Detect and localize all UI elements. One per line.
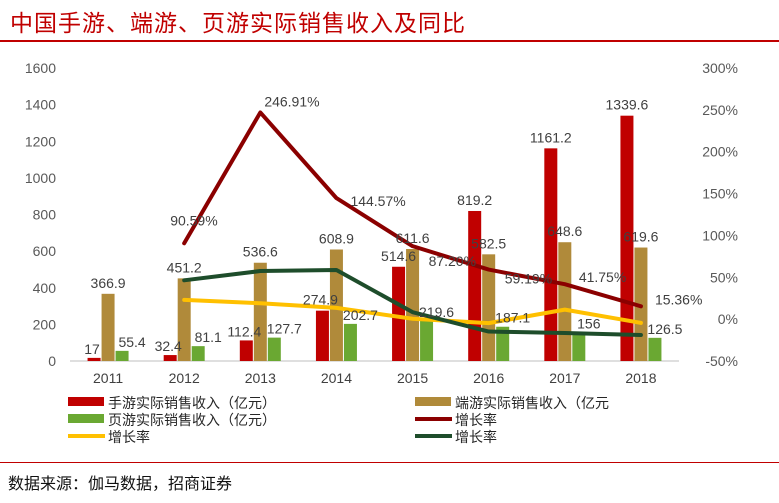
y-right-tick-label: 250% (702, 102, 738, 118)
bar-series-3 (191, 346, 205, 361)
combo-bar-line-chart: 0 200 400 600 800 1000 1200 1400 1600 -50% 0% 50% 10… (25, 60, 738, 445)
growth-data-label: 15.36% (655, 291, 702, 307)
growth-data-label: 87.20% (429, 253, 476, 269)
bar-series-2 (406, 249, 420, 361)
bar-series-3 (343, 323, 357, 361)
x-tick-label: 2012 (169, 370, 200, 386)
bar-data-label: 1161.2 (530, 129, 572, 145)
bar-data-label: 608.9 (319, 230, 354, 246)
bar-data-label: 81.1 (195, 329, 222, 345)
y-left-tick-label: 0 (48, 353, 56, 369)
x-tick-label: 2016 (473, 370, 504, 386)
x-tick-label: 2017 (549, 370, 580, 386)
bar-data-label: 611.6 (396, 230, 430, 246)
lines-layer (182, 110, 643, 337)
bar-data-label: 619.6 (623, 229, 658, 245)
bar-data-label: 55.4 (118, 334, 145, 350)
growth-data-label: 144.57% (350, 193, 405, 209)
axes-layer: 0 200 400 600 800 1000 1200 1400 1600 -50% 0% 50% 10… (25, 60, 738, 386)
bar-series-1 (163, 355, 177, 361)
data-labels-layer: 17 32.4 112.4 274.9 514.6 819.2 1161.2 1339.6 36… (84, 93, 702, 356)
bar-data-label: 202.7 (343, 307, 378, 323)
source-divider (0, 462, 779, 463)
bar-data-label: 156 (577, 315, 601, 331)
growth-data-label: 90.59% (170, 212, 217, 228)
y-right-tick-label: 100% (702, 227, 738, 243)
legend-label: 增长率 (108, 429, 150, 445)
y-right-tick-label: 50% (710, 269, 738, 285)
legend-swatch (68, 414, 104, 423)
y-left-tick-label: 400 (33, 280, 57, 296)
bar-data-label: 187.1 (495, 310, 530, 326)
line-series-1 (182, 110, 643, 309)
bar-data-label: 17 (84, 341, 100, 357)
bar-data-label: 112.4 (227, 323, 261, 339)
y-left-tick-label: 200 (33, 316, 57, 332)
bar-series-3 (572, 332, 586, 361)
bar-data-label: 648.6 (547, 223, 582, 239)
bar-series-2 (482, 254, 496, 361)
source-note: 数据来源：伽马数据，招商证券 (8, 474, 233, 493)
title-divider (0, 40, 779, 42)
bar-data-label: 219.6 (419, 304, 454, 320)
chart-title: 中国手游、端游、页游实际销售收入及同比 (10, 11, 466, 37)
legend-label: 页游实际销售收入（亿元） (108, 412, 276, 428)
bar-data-label: 582.5 (471, 235, 506, 251)
legend-label: 增长率 (455, 429, 497, 445)
bar-series-1 (315, 310, 329, 361)
legend-swatch (68, 397, 104, 406)
bar-data-label: 274.9 (303, 292, 338, 308)
y-left-tick-label: 800 (33, 207, 57, 223)
y-right-tick-label: -50% (705, 353, 738, 369)
y-right-tick-label: 200% (702, 144, 738, 160)
legend-swatch (415, 397, 451, 406)
bar-series-1 (87, 357, 101, 361)
legend-label: 手游实际销售收入（亿元） (108, 395, 276, 411)
bar-series-1 (392, 266, 406, 361)
bar-series-2 (329, 249, 343, 361)
bars-layer (87, 115, 662, 361)
legend-label: 端游实际销售收入（亿元 (455, 395, 609, 411)
bar-data-label: 1339.6 (606, 97, 649, 113)
bar-series-3 (648, 337, 662, 361)
growth-data-label: 59.19% (505, 271, 552, 287)
x-tick-label: 2015 (397, 370, 428, 386)
bar-data-label: 32.4 (155, 338, 182, 354)
y-left-tick-label: 600 (33, 243, 57, 259)
bar-data-label: 819.2 (457, 192, 492, 208)
y-left-tick-label: 1400 (25, 97, 56, 113)
bar-data-label: 366.9 (91, 275, 126, 291)
y-left-tick-label: 1000 (25, 170, 56, 186)
growth-data-label: 246.91% (264, 93, 319, 109)
growth-data-label: 41.75% (579, 269, 626, 285)
line-series-2 (182, 297, 643, 326)
bar-series-2 (253, 262, 267, 361)
bar-series-2 (558, 242, 572, 361)
bar-data-label: 536.6 (243, 244, 278, 260)
y-right-tick-label: 300% (702, 60, 738, 76)
bar-series-3 (420, 320, 434, 361)
y-right-tick-label: 150% (702, 186, 738, 202)
bar-data-label: 126.5 (647, 321, 682, 337)
y-right-tick-label: 0% (718, 311, 738, 327)
x-tick-label: 2013 (245, 370, 276, 386)
bar-series-1 (544, 148, 558, 361)
bar-series-3 (267, 337, 281, 361)
legend-label: 增长率 (455, 412, 497, 428)
bar-data-label: 514.6 (381, 248, 416, 264)
bar-series-3 (115, 350, 129, 361)
x-tick-label: 2018 (625, 370, 656, 386)
bar-series-1 (239, 340, 253, 361)
bar-series-3 (496, 326, 510, 361)
x-tick-label: 2014 (321, 370, 352, 386)
bar-series-1 (468, 210, 482, 361)
x-tick-label: 2011 (93, 370, 123, 386)
line-series-3 (182, 267, 643, 337)
y-left-tick-label: 1200 (25, 133, 56, 149)
bar-series-2 (101, 293, 115, 361)
bar-data-label: 127.7 (267, 321, 302, 337)
bar-data-label: 451.2 (167, 259, 202, 275)
y-left-tick-label: 1600 (25, 60, 56, 76)
